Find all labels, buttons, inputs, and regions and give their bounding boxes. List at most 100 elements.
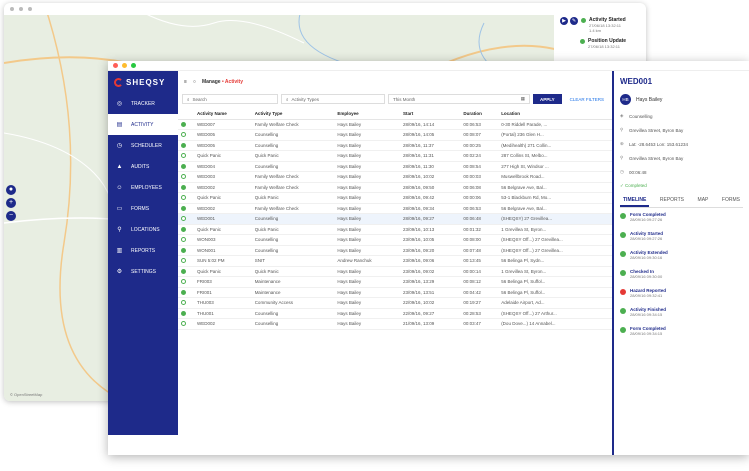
tab-reports[interactable]: REPORTS — [659, 197, 684, 203]
table-row[interactable]: Quick Panic Quick Panic Hays Bailey 23/09/1… — [178, 266, 612, 277]
table-cell: 28/09/16, 09:50 — [399, 182, 461, 193]
table-cell: Hays Bailey — [334, 266, 400, 277]
column-header[interactable]: Duration — [460, 109, 499, 120]
table-cell: Hays Bailey — [334, 119, 400, 130]
table-row[interactable]: WED001 Counselling Hays Bailey 28/09/16, 09… — [178, 213, 612, 225]
sidebar-item-reports[interactable]: ▥ REPORTS — [108, 240, 178, 261]
table-row[interactable]: WED005 Counselling Hays Bailey 28/09/16, 14… — [178, 129, 612, 141]
table-cell: 00:04:42 — [460, 287, 499, 298]
window-titlebar — [108, 61, 749, 71]
timeline-item[interactable]: Activity Extended 28/09/16 09:30:16 — [620, 250, 743, 260]
table-row[interactable]: WED004 Counselling Hays Bailey 28/09/16, 11… — [178, 161, 612, 172]
activity-types-select[interactable]: ⌕ Activity Types — [281, 94, 385, 104]
timeline-item[interactable]: Activity Finished 28/09/16 09:34:15 — [620, 307, 743, 317]
detail-duration: ◷ 00:06:48 — [620, 169, 647, 175]
status-dot-icon — [181, 279, 186, 285]
sidebar-item-employees[interactable]: ☺ EMPLOYEES — [108, 177, 178, 198]
timeline-item[interactable]: Form Completed 28/09/16 09:34:15 — [620, 326, 743, 336]
edit-icon[interactable]: ✎ — [570, 17, 578, 25]
table-cell: 23/09/16, 13:51 — [399, 287, 461, 298]
app-window: SHEQSY ◎ TRACKER ▤ ACTIVITY ◷ SCHEDULER ▲ AUDIT… — [108, 61, 749, 455]
timeline-item[interactable]: Form Completed 28/09/16 09:27:26 — [620, 212, 743, 222]
table-cell: 28/09/16, 11:30 — [399, 161, 461, 172]
table-row[interactable]: WED005 Counselling Hays Bailey 28/09/16, 11… — [178, 140, 612, 151]
timeline-item[interactable]: Checked In 28/09/16 09:30:00 — [620, 269, 743, 279]
table-row[interactable]: THU003 Community Access Hays Bailey 22/09/1… — [178, 297, 612, 309]
zoom-in-button[interactable]: + — [6, 198, 16, 208]
menu-icon[interactable]: ≡ — [184, 79, 187, 85]
table-cell: Hays Bailey — [334, 171, 400, 183]
zoom-out-button[interactable]: − — [6, 211, 16, 221]
table-row[interactable]: Quick Panic Quick Panic Hays Bailey 28/09/1… — [178, 192, 612, 204]
table-cell: 28/09/16, 09:34 — [399, 203, 461, 214]
status-cell — [178, 192, 194, 204]
table-row[interactable]: WED002 Family Welfare Check Hays Bailey 28/… — [178, 203, 612, 214]
status-dot-icon — [181, 195, 186, 201]
table-row[interactable]: SUN 5:02 PM SNIT Andrew Ranchuk 23/09/16, 0… — [178, 255, 612, 267]
table-cell: 00:01:32 — [460, 224, 499, 235]
tab-forms[interactable]: FORMS — [721, 197, 740, 203]
detail-title: WED001 — [620, 77, 653, 86]
table-cell: Family Welfare Check — [251, 203, 335, 214]
app-logo[interactable]: SHEQSY — [108, 71, 178, 93]
sidebar-item-settings[interactable]: ⚙ SETTINGS — [108, 261, 178, 282]
status-cell — [178, 213, 194, 225]
table-row[interactable]: FRI003 Maintenance Hays Bailey 23/09/16, 13… — [178, 276, 612, 288]
sidebar-item-audits[interactable]: ▲ AUDITS — [108, 156, 178, 177]
table-row[interactable]: WED002 Family Welfare Check Hays Bailey 28/… — [178, 182, 612, 193]
event-label: Position Update — [588, 38, 627, 44]
table-cell: WED002 — [194, 318, 252, 330]
status-cell — [178, 161, 194, 172]
table-cell: FRI003 — [194, 276, 252, 288]
column-header[interactable]: Location — [498, 109, 612, 120]
timeline-item[interactable]: Hazard Reported 28/09/16 09:32:41 — [620, 288, 743, 298]
table-cell: Hays Bailey — [334, 276, 400, 288]
location-pin-icon: ⚲ — [620, 155, 624, 160]
sidebar: SHEQSY ◎ TRACKER ▤ ACTIVITY ◷ SCHEDULER ▲ AUDIT… — [108, 71, 178, 435]
minimize-window-icon[interactable] — [122, 63, 127, 68]
sidebar-item-tracker[interactable]: ◎ TRACKER — [108, 93, 178, 114]
search-input[interactable]: ⌕ Search — [182, 94, 278, 104]
locate-icon[interactable]: ● — [6, 185, 16, 195]
play-icon[interactable]: ▶ — [560, 17, 568, 25]
tab-map[interactable]: MAP — [697, 197, 709, 203]
timeline-item[interactable]: Activity Started 28/09/16 09:27:26 — [620, 231, 743, 241]
table-cell: 00:08:12 — [460, 276, 499, 288]
apply-button[interactable]: APPLY — [533, 94, 562, 104]
table-cell: Hays Bailey — [334, 182, 400, 193]
tab-timeline[interactable]: TIMELINE — [620, 195, 650, 207]
event-time: 27/06/18 13:32:11 — [589, 23, 621, 28]
table-row[interactable]: Quick Panic Quick Panic Hays Bailey 23/09/1… — [178, 224, 612, 235]
table-row[interactable]: WON003 Counselling Hays Bailey 23/09/16, 10… — [178, 234, 612, 246]
reports-icon: ▥ — [116, 248, 123, 254]
back-icon[interactable]: ○ — [192, 79, 196, 85]
filter-bar: ⌕ Search ⌕ Activity Types This Month ▦ APPL… — [178, 93, 612, 105]
clear-filters-link[interactable]: CLEAR FILTERS — [569, 96, 605, 102]
sidebar-item-scheduler[interactable]: ◷ SCHEDULER — [108, 135, 178, 156]
sidebar-item-activity[interactable]: ▤ ACTIVITY — [108, 114, 178, 135]
table-cell: THU001 — [194, 308, 252, 319]
detail-location: ⚲ Grevillea Street, Byron Bay — [620, 155, 684, 161]
table-row[interactable]: Quick Panic Quick Panic Hays Bailey 28/09/1… — [178, 150, 612, 162]
column-header[interactable] — [178, 109, 194, 120]
table-row[interactable]: WON001 Counselling Hays Bailey 23/09/16, 09… — [178, 245, 612, 256]
column-header[interactable]: Activity Type — [251, 109, 335, 120]
column-header[interactable]: Activity Name — [194, 109, 252, 120]
table-row[interactable]: WED007 Family Welfare Check Hays Bailey 28/… — [178, 119, 612, 130]
timeline-title: Checked In — [630, 269, 655, 274]
check-icon — [620, 232, 626, 238]
maximize-window-icon[interactable] — [131, 63, 136, 68]
table-row[interactable]: WED002 Counselling Hays Bailey 21/09/16, 13… — [178, 318, 612, 330]
column-header[interactable]: Employee — [334, 109, 400, 120]
sidebar-item-locations[interactable]: ⚲ LOCATIONS — [108, 219, 178, 240]
date-range-select[interactable]: This Month ▦ — [388, 94, 530, 104]
table-cell: 28/09/16, 11:37 — [399, 140, 461, 151]
logo-icon — [114, 77, 123, 87]
table-row[interactable]: THU001 Counselling Hays Bailey 22/09/16, 09… — [178, 308, 612, 319]
column-header[interactable]: Start — [399, 109, 461, 120]
sidebar-item-forms[interactable]: ▭ FORMS — [108, 198, 178, 219]
close-window-icon[interactable] — [113, 63, 118, 68]
table-row[interactable]: WED003 Family Welfare Check Hays Bailey 28/… — [178, 171, 612, 183]
detail-address: ⚲ Grevillea Street, Byron Bay — [620, 127, 684, 133]
table-row[interactable]: FRI001 Maintenance Hays Bailey 23/09/16, 13… — [178, 287, 612, 298]
